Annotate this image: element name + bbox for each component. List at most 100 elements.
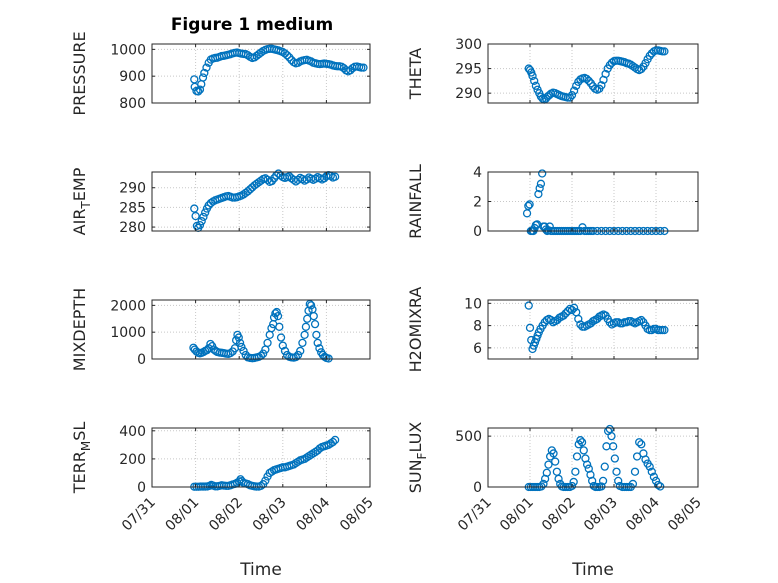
data-point — [597, 81, 606, 90]
data-point — [597, 482, 606, 491]
y-tick-label: 200 — [119, 452, 146, 468]
data-point — [226, 348, 235, 358]
data-point — [645, 51, 654, 60]
data-point — [234, 333, 243, 342]
data-point — [199, 212, 208, 221]
data-point — [200, 68, 209, 78]
data-series — [524, 46, 669, 104]
data-point — [563, 306, 572, 316]
axes-box — [151, 427, 371, 488]
data-point — [525, 323, 535, 332]
data-point — [280, 346, 290, 356]
y-tick-label: 0 — [473, 224, 482, 240]
data-point — [197, 217, 206, 226]
data-point — [237, 342, 246, 352]
data-point — [582, 74, 591, 84]
y-axis-label: H2OMIXRA — [406, 287, 425, 373]
data-point — [600, 462, 609, 471]
data-point — [256, 481, 266, 491]
data-point — [637, 64, 646, 74]
y-tick-label: 400 — [119, 424, 146, 440]
y-tick-label: 800 — [119, 96, 146, 112]
data-point — [296, 346, 305, 356]
data-point — [256, 48, 266, 57]
y-axis-label: AIRTEMP — [70, 167, 93, 235]
plot-area — [488, 300, 698, 359]
data-point — [630, 467, 640, 476]
data-point — [328, 437, 338, 447]
data-point — [524, 301, 533, 310]
data-point — [641, 455, 650, 464]
data-point — [569, 86, 579, 95]
data-point — [534, 189, 543, 199]
y-tick-label: 1000 — [110, 325, 146, 341]
data-point — [359, 63, 368, 72]
subplot-theta: 290 295 300 THETA — [406, 37, 699, 104]
data-point — [601, 69, 610, 79]
data-point — [567, 305, 577, 315]
data-point — [565, 93, 575, 102]
data-point — [609, 442, 618, 451]
data-point — [637, 315, 646, 325]
data-point — [637, 440, 646, 449]
data-point — [579, 446, 588, 455]
y-tick-label: 8 — [473, 319, 482, 335]
y-axis-label: RAINFALL — [406, 164, 425, 239]
data-point — [276, 333, 286, 342]
data-point — [306, 301, 316, 310]
data-point — [546, 315, 556, 325]
data-point — [536, 179, 546, 188]
y-tick-label: 0 — [137, 480, 146, 496]
data-point — [535, 184, 544, 193]
data-point — [300, 330, 309, 340]
subplot-h2omixra: 6 8 10 H2OMIXRA — [406, 287, 699, 373]
data-point — [283, 51, 292, 60]
y-tick-label: 900 — [119, 69, 146, 85]
data-point — [259, 349, 268, 358]
figure-title: Figure 1 medium — [171, 15, 333, 35]
y-tick-label: 2 — [473, 195, 482, 211]
data-point — [330, 435, 340, 445]
data-point — [576, 436, 585, 445]
data-point — [612, 467, 621, 476]
data-point — [567, 481, 577, 491]
data-point — [647, 467, 656, 476]
data-point — [582, 460, 592, 469]
data-point — [275, 322, 284, 331]
data-point — [301, 322, 311, 331]
data-point — [525, 200, 534, 209]
data-point — [645, 462, 654, 471]
y-tick-label: 1000 — [110, 42, 146, 58]
data-point — [567, 90, 577, 100]
data-point — [195, 85, 205, 94]
y-tick-label: 285 — [119, 200, 146, 216]
data-point — [653, 480, 663, 490]
data-point — [528, 71, 537, 81]
y-tick-label: 295 — [455, 62, 482, 78]
data-point — [559, 311, 568, 320]
y-tick-label: 2000 — [110, 298, 146, 314]
data-point — [656, 482, 665, 491]
y-tick-label: 500 — [455, 429, 482, 445]
data-point — [267, 324, 276, 333]
data-point — [320, 352, 329, 362]
data-point — [524, 201, 533, 211]
y-tick-label: 0 — [473, 480, 482, 496]
data-point — [607, 431, 616, 441]
y-tick-label: 280 — [119, 220, 146, 236]
data-point — [649, 472, 659, 481]
data-point — [635, 438, 644, 447]
data-point — [551, 457, 560, 466]
data-point — [272, 307, 281, 317]
axes-box — [487, 427, 699, 488]
plot-area — [152, 300, 370, 359]
y-axis-label: THETA — [406, 48, 425, 100]
data-point — [571, 467, 580, 476]
data-point — [538, 169, 547, 178]
data-point — [201, 208, 210, 217]
data-point — [660, 47, 669, 56]
y-axis-label: MIXDEPTH — [70, 288, 89, 371]
data-point — [572, 452, 582, 461]
